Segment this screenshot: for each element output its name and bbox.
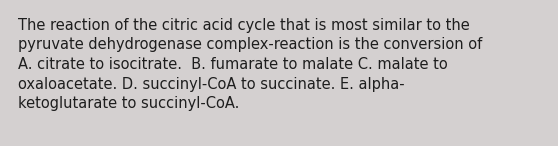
Text: ketoglutarate to succinyl-CoA.: ketoglutarate to succinyl-CoA. xyxy=(18,96,239,111)
Text: The reaction of the citric acid cycle that is most similar to the: The reaction of the citric acid cycle th… xyxy=(18,18,470,33)
Text: A. citrate to isocitrate.  B. fumarate to malate C. malate to: A. citrate to isocitrate. B. fumarate to… xyxy=(18,57,448,72)
Text: pyruvate dehydrogenase complex-reaction is the conversion of: pyruvate dehydrogenase complex-reaction … xyxy=(18,38,482,53)
Text: oxaloacetate. D. succinyl-CoA to succinate. E. alpha-: oxaloacetate. D. succinyl-CoA to succina… xyxy=(18,77,405,92)
